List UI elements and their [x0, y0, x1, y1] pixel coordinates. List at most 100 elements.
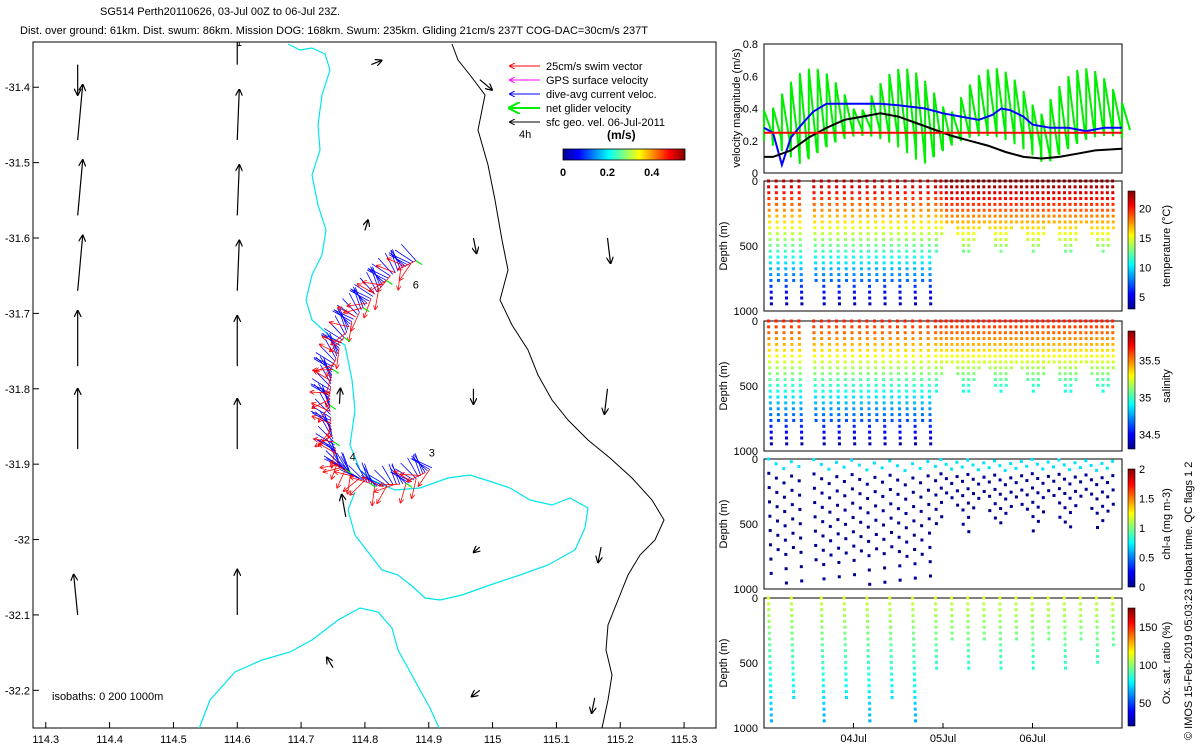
profile-sample-dot — [768, 514, 772, 518]
profile-sample-dot — [971, 325, 975, 329]
profile-sample-dot — [905, 395, 909, 399]
profile-sample-dot — [961, 342, 965, 346]
profile-sample-dot — [868, 707, 872, 711]
profile-sample-dot — [956, 220, 960, 224]
profile-sample-dot — [967, 655, 971, 658]
profile-sample-dot — [934, 479, 938, 483]
profile-sample-dot — [921, 278, 925, 282]
profile-sample-dot — [960, 191, 964, 195]
legend-label: dive-avg current veloc. — [546, 89, 657, 101]
profile-sample-dot — [1036, 354, 1040, 358]
profile-sample-dot — [774, 319, 778, 323]
profile-sample-dot — [873, 461, 876, 465]
profile-sample-dot — [853, 296, 856, 300]
profile-sample-dot — [1030, 319, 1034, 323]
profile-sample-dot — [1073, 475, 1077, 479]
profile-sample-dot — [843, 649, 847, 653]
profile-sample-dot — [1068, 319, 1072, 323]
profile-sample-dot — [1095, 602, 1099, 606]
profile-sample-dot — [890, 690, 894, 694]
profile-sample-dot — [1026, 238, 1030, 241]
profile-sample-dot — [889, 366, 893, 370]
profile-sample-dot — [1030, 331, 1034, 335]
profile-sample-dot — [890, 255, 894, 259]
profile-sample-dot — [844, 243, 848, 247]
swim-vector — [350, 477, 370, 484]
profile-sample-dot — [783, 378, 787, 381]
profile-sample-dot — [1063, 191, 1066, 195]
profile-sample-dot — [791, 238, 795, 241]
profile-sample-dot — [889, 655, 893, 658]
dac-vector — [324, 414, 333, 436]
profile-sample-dot — [812, 337, 816, 341]
sfc-geo-velocity-vector — [473, 237, 476, 253]
profile-sample-dot — [1100, 208, 1104, 212]
profile-sample-dot — [926, 474, 930, 478]
profile-sample-dot — [896, 325, 899, 329]
profile-sample-dot — [1030, 337, 1034, 341]
profile-sample-dot — [1047, 489, 1051, 493]
depth-y-tick: 500 — [740, 658, 758, 670]
profile-sample-dot — [813, 220, 817, 224]
qc-footnote: © IMOS 15-Feb-2019 05:03:23 Hobart time.… — [1183, 462, 1195, 740]
profile-sample-dot — [889, 226, 893, 230]
profile-sample-dot — [961, 494, 965, 498]
profile-sample-dot — [993, 331, 997, 335]
profile-sample-dot — [1047, 202, 1051, 206]
profile-sample-dot — [1036, 214, 1040, 218]
profile-sample-dot — [820, 631, 824, 635]
profile-sample-dot — [919, 509, 923, 513]
profile-sample-dot — [987, 191, 991, 195]
profile-sample-dot — [911, 462, 915, 466]
profile-sample-dot — [866, 649, 870, 653]
profile-sample-dot — [865, 602, 869, 606]
profile-sample-dot — [905, 278, 909, 282]
profile-sample-dot — [873, 197, 877, 201]
profile-sample-dot — [993, 319, 996, 323]
profile-sample-dot — [919, 331, 922, 335]
profile-sample-dot — [911, 197, 915, 201]
y-tick-label: -31.6 — [5, 233, 30, 245]
profile-sample-dot — [1095, 625, 1099, 629]
profile-sample-dot — [1036, 238, 1040, 241]
swim-vector — [326, 387, 332, 406]
profile-sample-dot — [982, 208, 986, 212]
profile-sample-dot — [783, 220, 787, 224]
swim-vector — [407, 472, 426, 481]
profile-sample-dot — [821, 232, 824, 236]
profile-sample-dot — [913, 407, 917, 411]
profile-sample-dot — [939, 214, 943, 218]
profile-sample-dot — [1014, 466, 1018, 470]
profile-sample-dot — [999, 655, 1003, 658]
profile-sample-dot — [993, 325, 997, 329]
profile-sample-dot — [1057, 342, 1061, 346]
profile-sample-dot — [967, 243, 971, 247]
profile-sample-dot — [898, 278, 902, 282]
y-tick-label: -31.5 — [5, 158, 30, 170]
profile-sample-dot — [1096, 655, 1099, 658]
profile-sample-dot — [873, 337, 877, 341]
profile-sample-dot — [903, 331, 907, 335]
profile-sample-dot — [853, 302, 857, 306]
profile-sample-dot — [993, 348, 997, 352]
profile-sample-dot — [1101, 249, 1105, 253]
profile-sample-dot — [858, 191, 862, 195]
profile-sample-dot — [1025, 185, 1029, 189]
profile-sample-dot — [835, 475, 839, 479]
profile-sample-dot — [790, 488, 794, 492]
profile-sample-dot — [977, 325, 980, 329]
profile-sample-dot — [1085, 360, 1088, 364]
profile-sample-dot — [1031, 226, 1035, 230]
profile-sample-dot — [820, 220, 824, 224]
profile-sample-dot — [797, 197, 801, 201]
profile-sample-dot — [799, 413, 803, 417]
dac-vector — [371, 263, 391, 277]
profile-sample-dot — [1111, 459, 1115, 463]
profile-sample-dot — [1063, 655, 1067, 658]
profile-sample-dot — [881, 208, 885, 212]
profile-sample-dot — [911, 476, 915, 480]
profile-sample-dot — [822, 413, 825, 417]
sfc-geo-velocity-vector — [77, 85, 83, 141]
profile-sample-dot — [813, 515, 817, 519]
profile-sample-dot — [790, 503, 794, 507]
